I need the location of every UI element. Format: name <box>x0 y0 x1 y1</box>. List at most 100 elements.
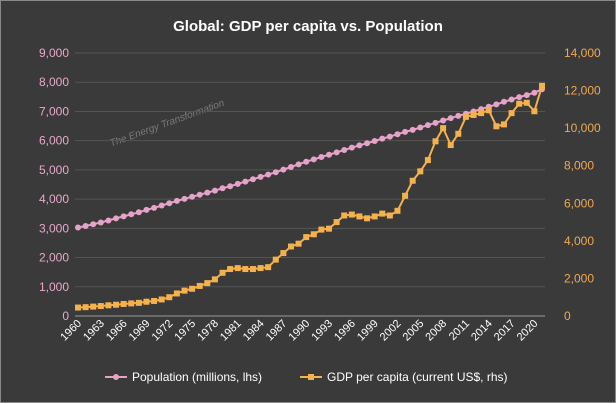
right-tick-label: 8,000 <box>564 159 594 173</box>
series-layer <box>75 82 545 311</box>
data-point <box>75 224 81 231</box>
data-point <box>356 213 363 220</box>
x-tick-label: 2014 <box>469 318 495 344</box>
right-tick-label: 2,000 <box>564 271 594 285</box>
data-point <box>105 217 112 224</box>
data-point <box>455 130 462 137</box>
data-point <box>356 142 363 149</box>
data-point <box>82 222 89 229</box>
left-tick-label: 0 <box>62 309 69 323</box>
data-point <box>424 157 431 164</box>
data-point <box>379 135 386 142</box>
right-tick-label: 6,000 <box>564 196 594 210</box>
x-tick-label: 2017 <box>492 318 518 344</box>
x-tick-label: 1993 <box>309 318 335 344</box>
data-point <box>90 303 97 310</box>
data-point <box>272 256 279 263</box>
data-point <box>219 185 226 192</box>
data-point <box>386 133 393 140</box>
data-point <box>249 266 256 273</box>
x-tick-label: 1963 <box>81 318 107 344</box>
data-point <box>402 128 409 135</box>
data-point <box>531 108 538 115</box>
data-point <box>113 301 120 308</box>
legend-label: Population (millions, lhs) <box>132 370 262 384</box>
data-point <box>97 303 104 310</box>
data-point <box>478 110 485 117</box>
chart-title: Global: GDP per capita vs. Population <box>173 18 443 35</box>
legend-marker <box>113 374 119 380</box>
data-point <box>508 96 515 103</box>
series-0 <box>75 86 545 231</box>
data-point <box>151 297 158 304</box>
data-point <box>196 191 203 198</box>
right-tick-label: 12,000 <box>564 84 601 98</box>
data-point <box>234 265 241 272</box>
data-point <box>82 304 89 311</box>
x-tick-label: 1978 <box>195 318 221 344</box>
data-point <box>151 204 158 211</box>
data-point <box>196 282 203 289</box>
right-tick-label: 4,000 <box>564 234 594 248</box>
data-point <box>485 107 492 114</box>
left-axis: 0 1,000 2,000 3,000 4,000 5,000 6,000 7,000 8,00… <box>39 46 69 323</box>
data-point <box>295 240 302 247</box>
data-point <box>219 269 226 276</box>
data-point <box>135 299 142 306</box>
data-point <box>181 195 188 202</box>
data-point <box>143 298 150 305</box>
data-point <box>371 213 378 220</box>
left-tick-label: 7,000 <box>39 104 69 118</box>
data-point <box>440 117 447 124</box>
legend: Population (millions, lhs) GDP per capita… <box>105 370 508 384</box>
x-tick-label: 1981 <box>218 318 244 344</box>
x-tick-label: 1996 <box>332 318 358 344</box>
data-point <box>189 285 196 292</box>
data-point <box>516 94 523 101</box>
data-point <box>500 98 507 105</box>
right-tick-label: 0 <box>564 309 571 323</box>
data-point <box>424 122 431 129</box>
x-tick-label: 2008 <box>423 318 449 344</box>
data-point <box>75 304 81 311</box>
data-point <box>204 189 211 196</box>
data-point <box>447 142 454 149</box>
left-tick-label: 1,000 <box>39 280 69 294</box>
left-tick-label: 5,000 <box>39 163 69 177</box>
right-axis: 0 2,000 4,000 6,000 8,000 10,000 12,000 14,000 <box>564 46 601 323</box>
data-point <box>211 187 218 194</box>
data-point <box>523 92 530 99</box>
data-point <box>303 158 310 165</box>
data-point <box>364 140 371 147</box>
legend-label: GDP per capita (current US$, rhs) <box>327 370 508 384</box>
left-tick-label: 8,000 <box>39 75 69 89</box>
data-point <box>143 206 150 213</box>
data-point <box>105 302 112 309</box>
data-point <box>158 202 165 209</box>
legend-marker <box>308 374 314 380</box>
data-point <box>287 243 294 250</box>
data-point <box>500 121 507 128</box>
data-point <box>440 125 447 132</box>
data-point <box>280 166 287 173</box>
data-point <box>493 101 500 108</box>
right-tick-label: 10,000 <box>564 121 601 135</box>
data-point <box>432 119 439 126</box>
data-point <box>242 266 249 273</box>
data-point <box>455 112 462 119</box>
data-point <box>166 200 173 207</box>
data-point <box>272 169 279 176</box>
data-point <box>242 178 249 185</box>
legend-item-0: Population (millions, lhs) <box>105 370 262 384</box>
data-point <box>333 149 340 156</box>
data-point <box>181 287 188 294</box>
data-point <box>364 215 371 222</box>
grid-lines <box>75 52 545 317</box>
data-point <box>326 225 333 232</box>
data-point <box>394 131 401 138</box>
data-point <box>523 99 530 106</box>
data-point <box>326 151 333 158</box>
data-point <box>539 82 545 89</box>
data-point <box>310 156 317 163</box>
